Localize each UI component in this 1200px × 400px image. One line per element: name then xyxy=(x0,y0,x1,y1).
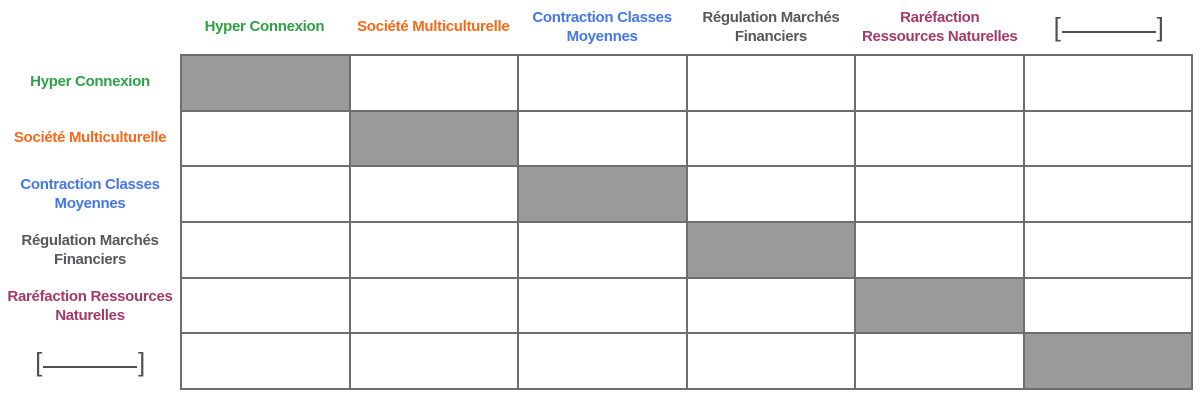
matrix-cell[interactable] xyxy=(687,111,854,166)
matrix-cell[interactable] xyxy=(519,167,686,221)
col-header-regulation-marches-financiers: Régulation Marchés Financiers xyxy=(702,8,840,46)
matrix-cell[interactable] xyxy=(350,111,517,166)
matrix-grid xyxy=(180,54,1193,390)
matrix-cell[interactable] xyxy=(1024,167,1191,221)
blank-placeholder[interactable]: [] xyxy=(35,346,145,377)
row-header-blank-slot[interactable]: [] xyxy=(0,334,180,390)
column-headers: Hyper Connexion Société Multiculturelle Co… xyxy=(180,0,1193,54)
matrix-cell[interactable] xyxy=(687,56,854,110)
matrix-cell[interactable] xyxy=(519,334,686,388)
matrix-cell[interactable] xyxy=(519,56,686,110)
matrix-cell[interactable] xyxy=(519,223,686,277)
col-header-hyper-connexion: Hyper Connexion xyxy=(204,18,325,36)
matrix-cell[interactable] xyxy=(1024,56,1191,110)
blank-line xyxy=(1061,31,1156,34)
matrix-cell[interactable] xyxy=(182,278,349,333)
col-header-rarefaction-ressources-naturelles: Raréfaction Ressources Naturelles xyxy=(862,8,1018,46)
matrix-cell[interactable] xyxy=(1024,334,1191,388)
matrix-cell[interactable] xyxy=(856,223,1023,277)
matrix-cell[interactable] xyxy=(182,56,349,110)
row-header-regulation-marches-financiers: Régulation Marchés Financiers xyxy=(21,231,159,269)
matrix-cell[interactable] xyxy=(350,278,517,333)
matrix-cell[interactable] xyxy=(1024,278,1191,333)
blank-line xyxy=(43,366,137,369)
matrix-cell[interactable] xyxy=(687,278,854,333)
matrix-cell[interactable] xyxy=(182,111,349,166)
matrix-cell[interactable] xyxy=(856,56,1023,110)
matrix-cell[interactable] xyxy=(350,56,517,110)
matrix-cell[interactable] xyxy=(687,334,854,388)
col-header-blank-slot[interactable]: [] xyxy=(1024,0,1193,54)
blank-placeholder[interactable]: [] xyxy=(1053,11,1164,42)
row-header-societe-multiculturelle: Société Multiculturelle xyxy=(13,129,167,147)
row-header-contraction-classes-moyennes: Contraction Classes Moyennes xyxy=(20,175,160,213)
matrix-cell[interactable] xyxy=(182,167,349,221)
matrix-cell[interactable] xyxy=(519,278,686,333)
bracket-open: [ xyxy=(1053,11,1061,42)
matrix-cell[interactable] xyxy=(1024,223,1191,277)
matrix-cell[interactable] xyxy=(350,223,517,277)
matrix-cell[interactable] xyxy=(182,223,349,277)
matrix-cell[interactable] xyxy=(350,334,517,388)
matrix-cell[interactable] xyxy=(519,111,686,166)
matrix-cell[interactable] xyxy=(1024,111,1191,166)
matrix-cell[interactable] xyxy=(856,111,1023,166)
row-headers: Hyper Connexion Société Multiculturelle Co… xyxy=(0,54,180,390)
matrix-cell[interactable] xyxy=(687,167,854,221)
col-header-contraction-classes-moyennes: Contraction Classes Moyennes xyxy=(532,8,672,46)
row-header-rarefaction-ressources-naturelles: Raréfaction Ressources Naturelles xyxy=(7,287,173,325)
bracket-close: ] xyxy=(138,346,145,377)
row-header-hyper-connexion: Hyper Connexion xyxy=(30,73,150,91)
bracket-open: [ xyxy=(35,346,42,377)
col-header-societe-multiculturelle: Société Multiculturelle xyxy=(357,18,510,36)
matrix-cell[interactable] xyxy=(182,334,349,388)
matrix-cell[interactable] xyxy=(856,278,1023,333)
bracket-close: ] xyxy=(1156,11,1164,42)
matrix-cell[interactable] xyxy=(856,334,1023,388)
matrix-cell[interactable] xyxy=(350,167,517,221)
matrix-cell[interactable] xyxy=(687,223,854,277)
matrix-cell[interactable] xyxy=(856,167,1023,221)
